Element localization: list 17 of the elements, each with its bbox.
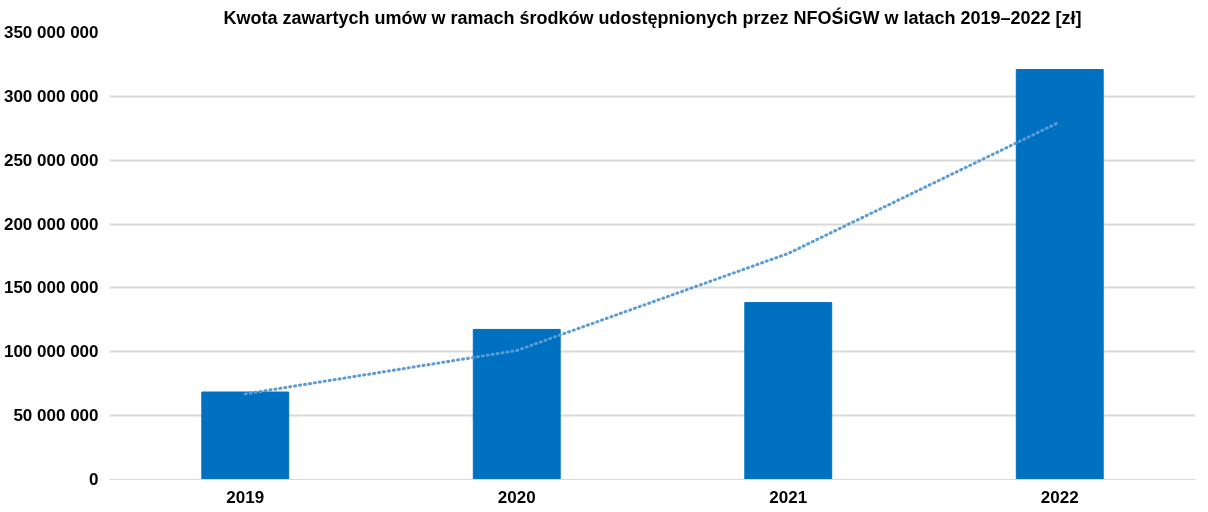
bar [201,391,290,480]
x-tick-label: 2022 [1040,487,1079,507]
y-tick-label: 100 000 000 [3,342,99,362]
y-tick-label: 0 [89,470,99,489]
bar [744,302,833,480]
y-tick-label: 150 000 000 [3,278,99,298]
x-tick-label: 2019 [226,487,265,507]
y-tick-label: 200 000 000 [3,214,99,234]
chart-title: Kwota zawartych umów w ramach środków udostępnionych przez NFOŚiGW w latach 2019–2022 [zł] [223,6,1082,28]
bar [472,328,561,480]
x-tick-label: 2020 [497,487,536,507]
y-tick-label: 50 000 000 [13,406,99,426]
y-tick-label: 250 000 000 [3,150,99,170]
x-tick-label: 2021 [769,487,808,507]
y-tick-label: 300 000 000 [3,86,99,106]
y-tick-label: 350 000 000 [3,23,99,42]
bar [1015,69,1104,480]
